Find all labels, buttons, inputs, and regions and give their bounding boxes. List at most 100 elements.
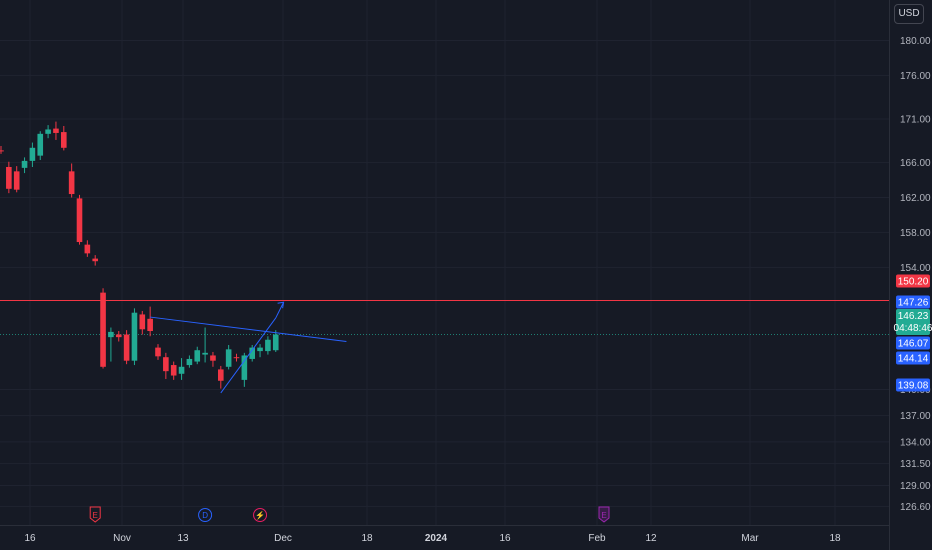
x-tick-label: 18 xyxy=(829,533,841,544)
candles xyxy=(0,121,279,389)
candle-body xyxy=(37,133,44,156)
earnings-event-marker[interactable]: E xyxy=(89,506,101,523)
candle-body xyxy=(241,355,248,380)
y-tick-label: 126.60 xyxy=(900,502,931,513)
candle-body xyxy=(6,166,12,189)
candle-body xyxy=(61,132,67,148)
candle-body xyxy=(84,244,91,254)
chart-grid xyxy=(0,0,890,550)
price-badges: 150.20147.26146.2304:48:46146.07144.1413… xyxy=(894,274,932,392)
candle-body xyxy=(178,366,185,374)
y-tick-label: 176.00 xyxy=(900,71,931,82)
horizontal-line[interactable] xyxy=(0,299,889,336)
candle-body xyxy=(0,150,4,152)
x-tick-label: 12 xyxy=(645,533,657,544)
x-axis: 16 Nov 13 Dec 18 2024 16 Feb 12 Mar 18 xyxy=(24,533,841,544)
candle-body xyxy=(21,160,28,168)
x-tick-label: 16 xyxy=(499,533,511,544)
candle-body xyxy=(272,334,279,351)
event-label: D xyxy=(202,511,208,520)
price-badge-value: 144.14 xyxy=(898,354,929,365)
price-badge-bg xyxy=(896,336,930,350)
y-tick-label: 129.00 xyxy=(900,481,931,492)
candle-body xyxy=(131,312,138,361)
candle-body xyxy=(218,369,224,381)
candle-body xyxy=(139,314,146,330)
event-label: E xyxy=(93,511,98,520)
earnings-event-marker[interactable]: E xyxy=(598,506,610,523)
currency-button[interactable]: USD xyxy=(894,4,924,24)
y-tick-label: 131.50 xyxy=(900,459,931,470)
earnings-icon xyxy=(89,506,101,523)
y-tick-label: 162.00 xyxy=(900,193,931,204)
candle-body xyxy=(265,339,271,352)
y-tick-label: 171.00 xyxy=(900,114,931,125)
candle-body xyxy=(13,171,20,190)
candle-body xyxy=(194,350,201,362)
candle-body xyxy=(68,171,75,195)
x-tick-label: Mar xyxy=(741,533,759,544)
dividend-icon xyxy=(198,508,213,522)
price-badge: 144.14 xyxy=(896,351,930,365)
candle-body xyxy=(225,349,232,367)
candle-body xyxy=(29,147,36,161)
price-badge-value: 146.23 xyxy=(898,311,929,322)
x-tick-label: Nov xyxy=(113,533,131,544)
price-badge-value: 150.20 xyxy=(898,277,929,288)
trendline[interactable] xyxy=(220,317,277,394)
price-badge-bg xyxy=(896,274,930,288)
dividend-event-marker[interactable]: D xyxy=(198,508,213,522)
y-tick-label: 180.00 xyxy=(900,36,931,47)
candle-body xyxy=(76,198,83,243)
trendlines[interactable] xyxy=(150,301,347,394)
candle-body xyxy=(186,358,193,366)
y-tick-label: 158.00 xyxy=(900,228,931,239)
event-label: ⚡ xyxy=(255,510,265,520)
split-event-marker[interactable]: ⚡ xyxy=(253,508,268,522)
price-badge: 146.07 xyxy=(896,336,930,350)
candle-body xyxy=(100,292,106,367)
price-badge-bg xyxy=(896,309,930,335)
price-badge-value: 146.07 xyxy=(898,339,929,350)
price-badge: 139.08 xyxy=(896,378,930,392)
x-tick-label: Feb xyxy=(588,533,606,544)
x-tick-label: 2024 xyxy=(425,533,448,544)
price-badge-bg xyxy=(896,295,930,309)
price-badge-value: 139.08 xyxy=(898,381,929,392)
candle-body xyxy=(163,357,169,372)
candle-body xyxy=(249,347,255,359)
price-badge-value: 147.26 xyxy=(898,298,929,309)
candle-body xyxy=(147,318,153,332)
candle-body xyxy=(53,128,59,133)
x-tick-label: Dec xyxy=(274,533,292,544)
y-tick-label: 154.00 xyxy=(900,263,931,274)
event-label: E xyxy=(601,511,606,520)
candle-body xyxy=(45,129,51,134)
candle-body xyxy=(92,258,98,262)
arrowhead-icon xyxy=(277,301,285,309)
trendline[interactable] xyxy=(150,316,347,342)
trendline[interactable] xyxy=(275,302,285,319)
y-axis: 180.00 176.00 171.00 166.00 162.00 158.00 154.… xyxy=(900,36,931,513)
candle-body xyxy=(170,365,177,376)
candle-body xyxy=(233,357,240,359)
candle-body xyxy=(257,347,263,352)
candle-body xyxy=(108,331,114,338)
candle-body xyxy=(115,334,122,338)
candle-body xyxy=(123,334,130,361)
x-tick-label: 16 xyxy=(24,533,36,544)
price-badge: 150.20 xyxy=(896,274,930,288)
y-tick-label: 166.00 xyxy=(900,158,931,169)
y-tick-label: 134.00 xyxy=(900,437,931,448)
price-badge-bg xyxy=(896,378,930,392)
x-tick-label: 13 xyxy=(177,533,189,544)
price-badge-bg xyxy=(896,351,930,365)
bar-countdown: 04:48:46 xyxy=(894,323,932,334)
price-badge: 147.26 xyxy=(896,295,930,309)
y-tick-label: 137.00 xyxy=(900,411,931,422)
candle-body xyxy=(202,352,208,355)
event-markers[interactable]: E D ⚡ E xyxy=(89,506,610,523)
earnings-icon xyxy=(598,506,610,523)
